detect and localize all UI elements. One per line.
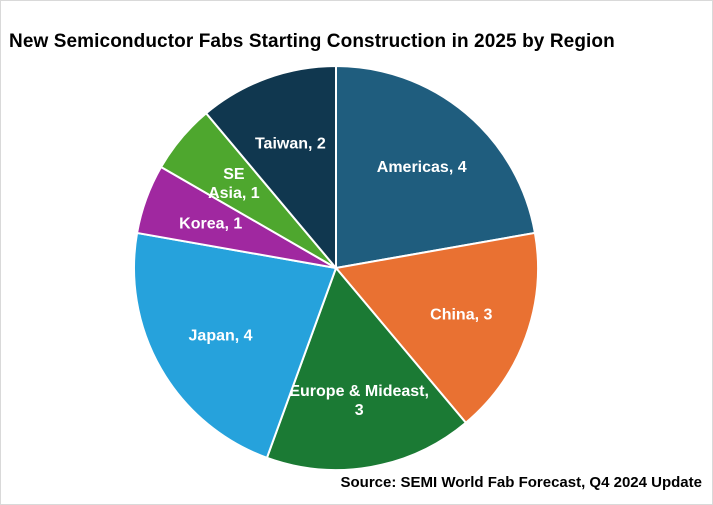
pie-slice-europe-mideast <box>265 266 468 471</box>
data-label-se-asia: SE Asia, 1 <box>208 166 260 202</box>
pie-slice-japan <box>133 231 338 460</box>
pie-slice-americas <box>335 64 537 270</box>
data-label-europe-mideast: Europe & Mideast, 3 <box>289 383 429 419</box>
pie-slice-taiwan <box>204 64 337 271</box>
chart-source: Source: SEMI World Fab Forecast, Q4 2024… <box>340 474 703 491</box>
chart-title: New Semiconductor Fabs Starting Construc… <box>9 31 615 52</box>
pie-slice-china <box>334 231 539 425</box>
data-label-americas: Americas, 4 <box>377 159 467 176</box>
data-label-japan: Japan, 4 <box>189 328 253 345</box>
data-label-taiwan: Taiwan, 2 <box>255 136 326 153</box>
data-label-china: China, 3 <box>430 307 492 324</box>
data-label-korea: Korea, 1 <box>179 215 242 232</box>
